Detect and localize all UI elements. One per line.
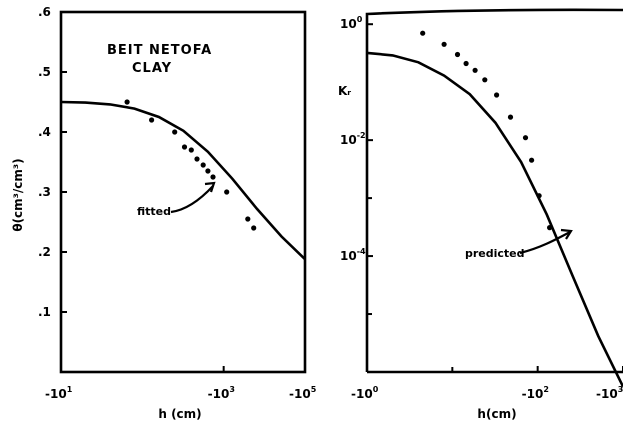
right-y-tick-base: 10 <box>340 249 357 263</box>
right-x-axis-label: h(cm) <box>477 407 516 421</box>
right-y-tick-label: 100 <box>340 15 363 31</box>
right-x-tick-base: -10 <box>351 387 373 401</box>
right-y-axis-label: Kᵣ <box>338 84 351 98</box>
fitted-arrow <box>170 185 214 214</box>
left-data-point <box>194 156 200 162</box>
left-x-tick-base: -10 <box>208 387 230 401</box>
right-y-tick-base: 10 <box>340 17 357 31</box>
left-data-point <box>200 162 206 168</box>
right-data-point <box>420 30 426 36</box>
left-plot-frame <box>59 10 307 374</box>
right-x-tick-exponent: 0 <box>373 385 379 394</box>
left-x-tick-exponent: 5 <box>311 385 317 394</box>
right-data-point <box>441 41 447 47</box>
right-data-point <box>547 225 553 231</box>
left-x-tick-label: -103 <box>208 385 235 401</box>
left-data-point <box>245 216 251 222</box>
left-data-point <box>172 129 178 135</box>
predicted-annotation: predicted <box>465 247 525 260</box>
right-y-tick-exponent: -2 <box>357 131 366 140</box>
right-y-tick-exponent: -4 <box>357 247 366 256</box>
right-x-tick-label: -100 <box>351 385 379 401</box>
right-x-tick-exponent: 2 <box>543 385 549 394</box>
right-data-point <box>494 92 500 98</box>
right-x-tick-base: -10 <box>522 387 544 401</box>
left-title-line-1: BEIT NETOFA <box>107 43 212 58</box>
right-data-point <box>454 51 461 58</box>
left-x-tick-exponent: 3 <box>229 385 235 394</box>
left-data-point <box>149 117 155 123</box>
left-title: BEIT NETOFA CLAY <box>107 43 218 76</box>
right-data-point <box>482 77 488 83</box>
left-data-point <box>205 168 211 174</box>
left-y-axis-label: θ(cm³/cm³) <box>11 158 25 231</box>
left-y-tick-label: .2 <box>38 245 51 259</box>
left-x-tick-base: -10 <box>45 387 67 401</box>
right-x-tick-exponent: 3 <box>618 385 623 394</box>
left-data-point <box>210 174 216 180</box>
left-data-point <box>181 144 188 150</box>
right-data-point <box>536 193 542 199</box>
left-chart: -101 -103 -105 .1.2.3.4.5.6 BEIT NETOFA CL… <box>11 5 317 421</box>
fitted-annotation: fitted <box>137 205 171 218</box>
left-x-tick-base: -10 <box>289 387 311 401</box>
predicted-arrowhead <box>560 228 573 240</box>
right-y-tick-label: 10-4 <box>340 247 366 263</box>
right-y-tick-base: 10 <box>340 133 357 147</box>
left-data-point <box>124 99 130 105</box>
left-x-tick-label: -101 <box>45 385 73 401</box>
right-x-tick-base: -10 <box>596 387 618 401</box>
left-data-point <box>251 225 257 231</box>
right-data-point <box>463 60 469 67</box>
left-title-line-2: CLAY <box>132 61 172 76</box>
left-y-tick-label: .1 <box>38 305 51 319</box>
predicted-arrow <box>519 231 571 255</box>
left-y-tick-label: .5 <box>38 65 51 79</box>
left-y-tick-label: .3 <box>38 185 51 199</box>
right-data-point <box>522 135 529 141</box>
right-data-point <box>507 114 514 120</box>
predicted-curve <box>366 51 623 388</box>
fitted-arrowhead <box>204 181 216 193</box>
left-data-point <box>188 147 194 153</box>
left-y-tick-label: .4 <box>38 125 51 139</box>
right-x-tick-label: -102 <box>522 385 549 401</box>
left-x-tick-label: -105 <box>289 385 317 401</box>
left-y-tick-label: .6 <box>38 5 51 19</box>
left-data-point <box>224 189 230 195</box>
right-y-tick-label: 10-2 <box>340 131 366 147</box>
fitted-curve <box>60 100 306 261</box>
right-plot-frame <box>365 8 623 374</box>
left-x-tick-exponent: 1 <box>67 385 73 394</box>
left-x-axis-label: h (cm) <box>158 407 201 421</box>
right-y-tick-exponent: 0 <box>357 15 363 24</box>
right-data-point <box>472 67 478 73</box>
right-x-tick-label: -103 <box>596 385 623 401</box>
right-data-point <box>529 157 535 163</box>
